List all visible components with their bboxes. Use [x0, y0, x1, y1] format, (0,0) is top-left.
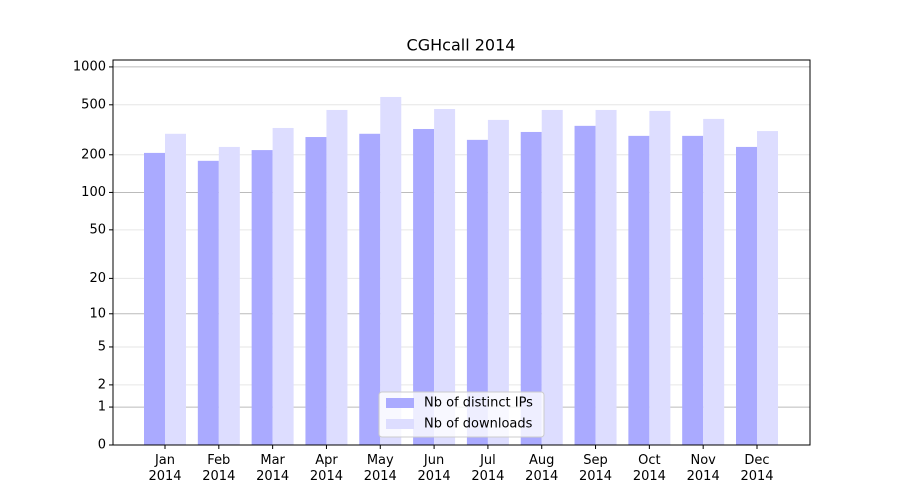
- x-tick-label: Oct 2014: [632, 453, 666, 484]
- x-tick-label: Dec 2014: [740, 453, 774, 484]
- y-tick-label: 200: [81, 147, 106, 162]
- bar: [144, 152, 165, 445]
- bar: [466, 139, 488, 445]
- bar: [272, 127, 294, 445]
- legend-label: Nb of distinct IPs: [424, 396, 533, 411]
- x-tick-label: Aug 2014: [525, 453, 559, 484]
- bar: [326, 109, 348, 446]
- bar: [165, 133, 186, 446]
- y-tick-label: 10: [89, 306, 106, 321]
- axes-frame: [112, 59, 811, 446]
- bar: [520, 131, 542, 445]
- legend-box: [378, 391, 545, 438]
- x-tick-label: Jun 2014: [417, 453, 451, 484]
- bar: [757, 131, 778, 445]
- bar: [434, 108, 456, 446]
- bar: [305, 137, 327, 446]
- bar: [218, 146, 240, 446]
- legend-swatch: [386, 398, 414, 408]
- bar: [736, 146, 757, 446]
- bar: [197, 160, 219, 445]
- y-tick-label: 1: [98, 400, 106, 415]
- bar: [574, 125, 596, 446]
- y-tick-label: 2: [98, 377, 106, 392]
- y-tick-label: 500: [81, 97, 106, 112]
- x-tick-label: Feb 2014: [202, 453, 236, 484]
- bar: [251, 150, 273, 446]
- x-tick-label: Nov 2014: [686, 453, 720, 484]
- bar: [413, 128, 435, 446]
- y-tick-label: 50: [89, 222, 106, 237]
- bar: [628, 135, 650, 445]
- bar: [541, 109, 563, 446]
- bar: [703, 118, 725, 445]
- y-tick-label: 1000: [73, 59, 106, 74]
- bar: [359, 133, 381, 446]
- bar: [649, 110, 671, 446]
- x-tick-label: Jul 2014: [471, 453, 505, 484]
- legend-swatch: [386, 419, 414, 429]
- bar: [487, 119, 509, 446]
- x-tick-label: Mar 2014: [256, 453, 290, 484]
- bar: [595, 109, 617, 446]
- x-tick-label: May 2014: [363, 453, 397, 484]
- x-tick-label: Sep 2014: [578, 453, 613, 484]
- bar: [682, 135, 704, 445]
- y-tick-label: 20: [89, 271, 106, 286]
- legend-label: Nb of downloads: [424, 417, 533, 432]
- y-tick-label: 0: [98, 438, 106, 453]
- bar: [380, 96, 402, 446]
- y-tick-label: 100: [81, 185, 106, 200]
- chart-title: CGHcall 2014: [407, 36, 516, 55]
- x-tick-label: Jan 2014: [148, 453, 182, 484]
- y-tick-label: 5: [98, 339, 106, 354]
- x-tick-label: Apr 2014: [309, 453, 343, 484]
